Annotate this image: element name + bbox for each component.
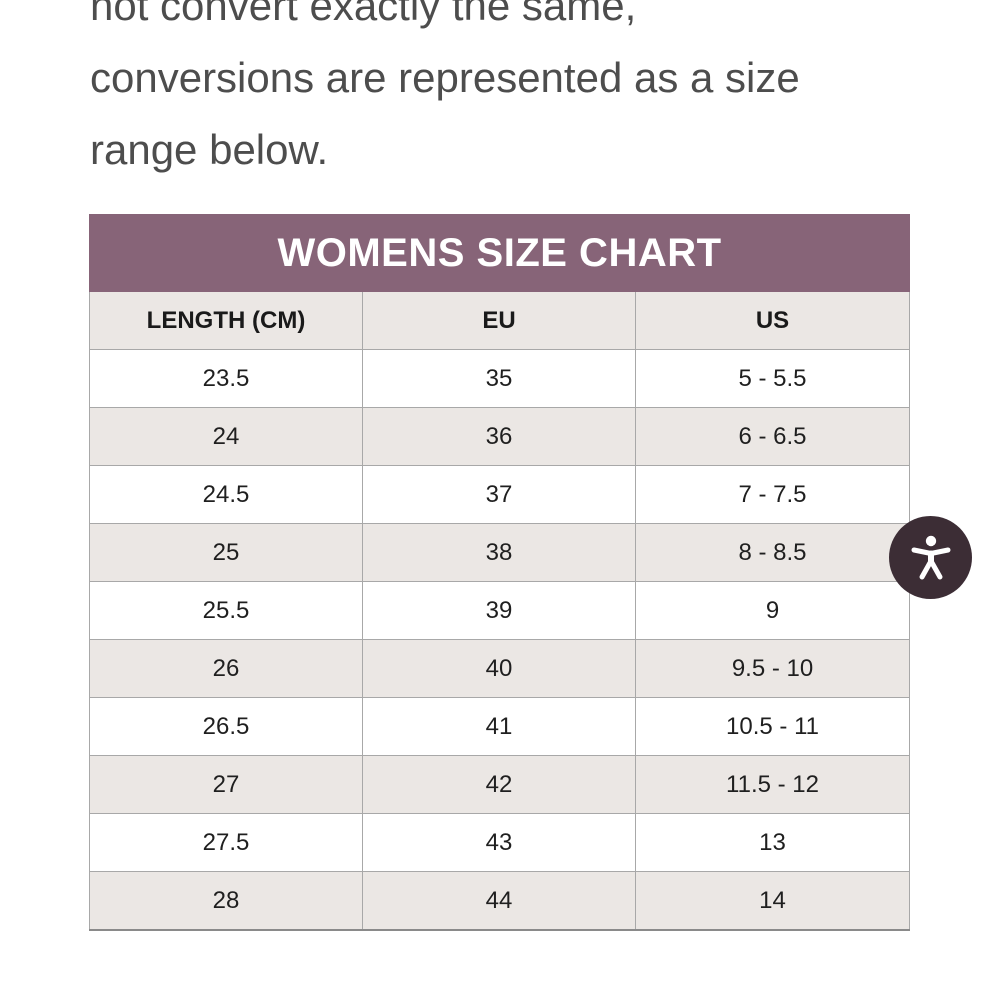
cell-length: 23.5 xyxy=(89,349,363,408)
cell-eu: 41 xyxy=(362,697,636,756)
cell-us: 10.5 - 11 xyxy=(634,697,911,756)
column-header-length: LENGTH (CM) xyxy=(89,291,363,350)
accessibility-person-icon xyxy=(911,535,950,579)
table-row: 28 44 14 xyxy=(89,871,911,931)
intro-line: not convert exactly the same, xyxy=(90,0,637,29)
table-row: 27.5 43 13 xyxy=(89,813,911,872)
cell-us: 11.5 - 12 xyxy=(634,755,911,814)
chart-title: WOMENS SIZE CHART xyxy=(88,214,911,292)
column-header-us: US xyxy=(634,291,911,350)
cell-us: 9 xyxy=(634,581,911,640)
chart-title-row: WOMENS SIZE CHART xyxy=(88,214,911,292)
cell-us: 9.5 - 10 xyxy=(634,639,911,698)
intro-paragraph: not convert exactly the same, conversion… xyxy=(90,0,910,186)
cell-length: 27.5 xyxy=(89,813,363,872)
accessibility-button[interactable] xyxy=(889,516,972,599)
table-row: 27 42 11.5 - 12 xyxy=(89,755,911,814)
cell-length: 28 xyxy=(89,871,363,931)
cell-eu: 44 xyxy=(362,871,636,931)
table-row: 25.5 39 9 xyxy=(89,581,911,640)
table-row: 26.5 41 10.5 - 11 xyxy=(89,697,911,756)
cell-us: 6 - 6.5 xyxy=(634,407,911,466)
column-header-row: LENGTH (CM) EU US xyxy=(89,291,911,350)
cell-eu: 39 xyxy=(362,581,636,640)
cell-us: 5 - 5.5 xyxy=(634,349,911,408)
cell-length: 27 xyxy=(89,755,363,814)
cell-length: 24.5 xyxy=(89,465,363,524)
cell-length: 25 xyxy=(89,523,363,582)
column-header-eu: EU xyxy=(362,291,636,350)
cell-eu: 36 xyxy=(362,407,636,466)
cell-eu: 42 xyxy=(362,755,636,814)
intro-line: conversions are represented as a size xyxy=(90,54,800,101)
cell-eu: 35 xyxy=(362,349,636,408)
cell-us: 7 - 7.5 xyxy=(634,465,911,524)
table-row: 26 40 9.5 - 10 xyxy=(89,639,911,698)
table-row: 25 38 8 - 8.5 xyxy=(89,523,911,582)
womens-size-chart-table: WOMENS SIZE CHART LENGTH (CM) EU US 23.5… xyxy=(88,214,911,931)
intro-line: range below. xyxy=(90,126,329,173)
table-row: 24 36 6 - 6.5 xyxy=(89,407,911,466)
table-row: 23.5 35 5 - 5.5 xyxy=(89,349,911,408)
cell-us: 8 - 8.5 xyxy=(634,523,911,582)
cell-us: 13 xyxy=(634,813,911,872)
cell-length: 24 xyxy=(89,407,363,466)
cell-eu: 43 xyxy=(362,813,636,872)
cell-eu: 37 xyxy=(362,465,636,524)
cell-length: 26.5 xyxy=(89,697,363,756)
cell-length: 25.5 xyxy=(89,581,363,640)
cell-us: 14 xyxy=(634,871,911,931)
cell-eu: 38 xyxy=(362,523,636,582)
cell-eu: 40 xyxy=(362,639,636,698)
table-row: 24.5 37 7 - 7.5 xyxy=(89,465,911,524)
cell-length: 26 xyxy=(89,639,363,698)
